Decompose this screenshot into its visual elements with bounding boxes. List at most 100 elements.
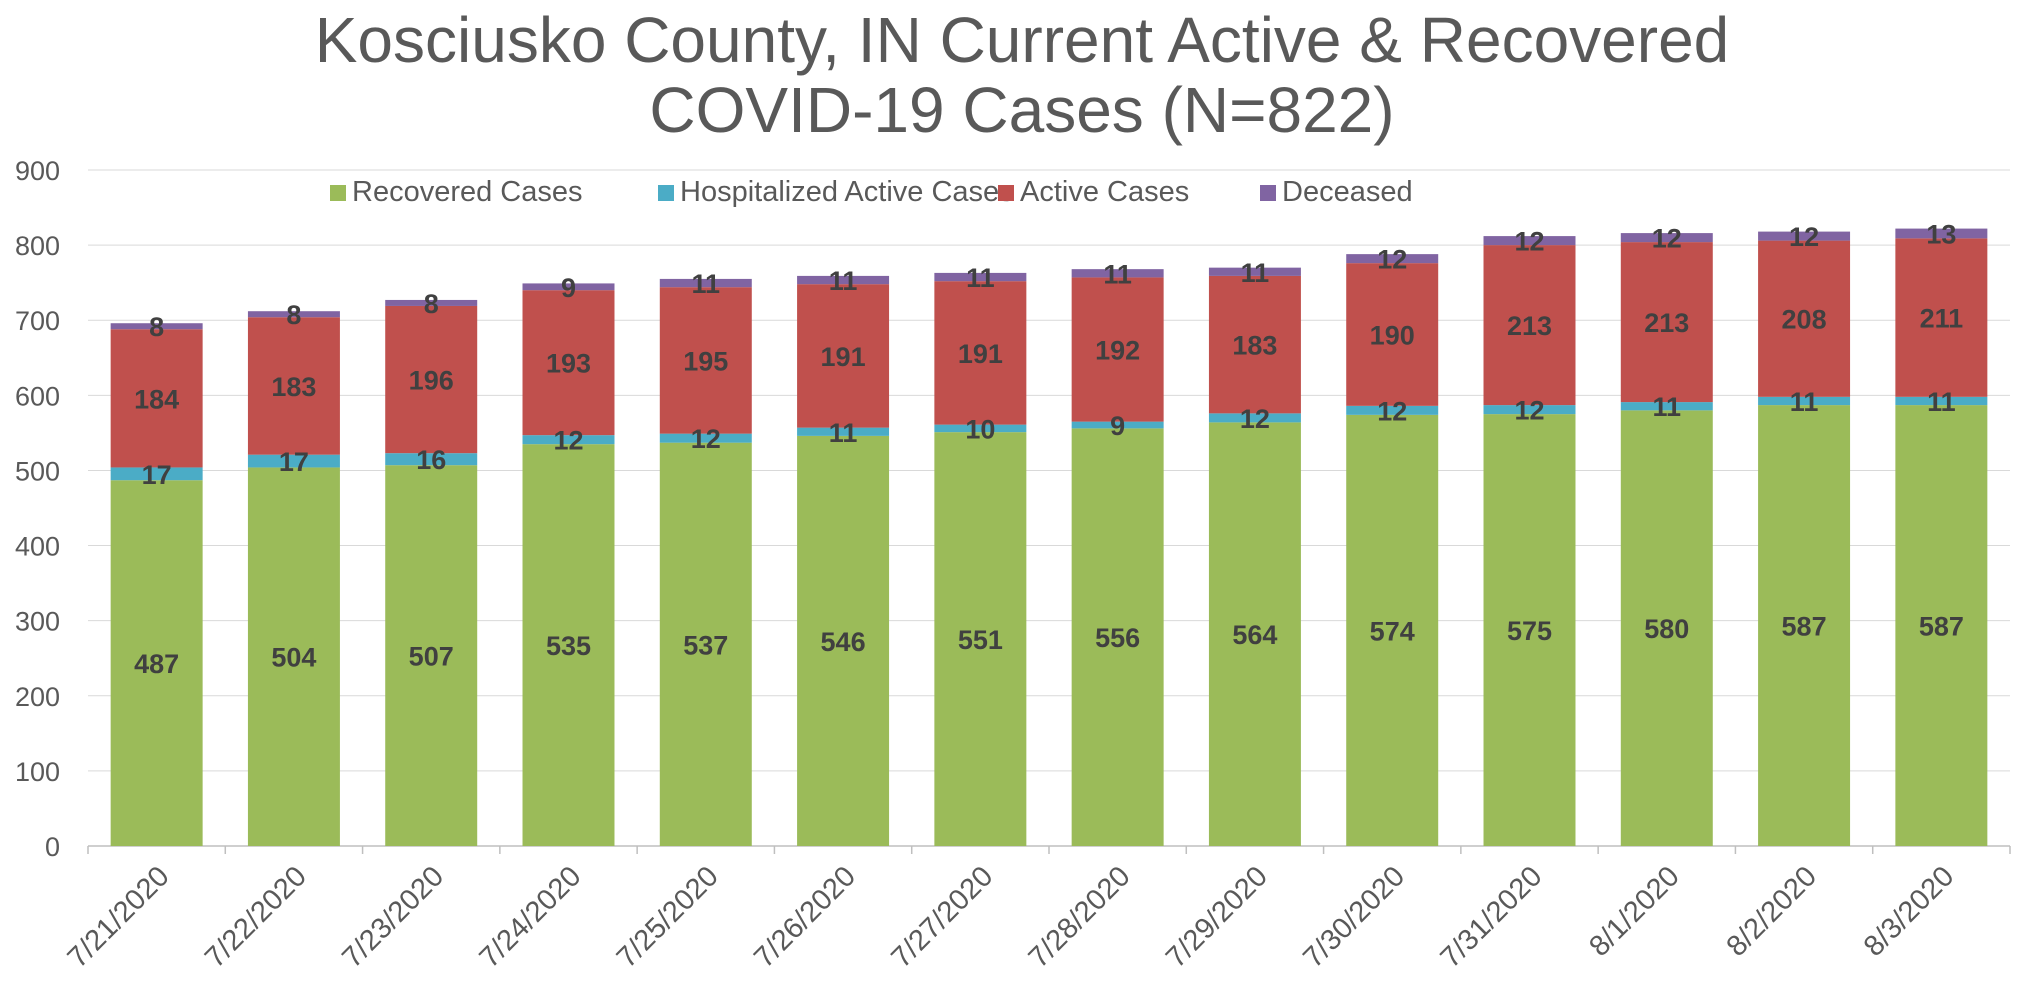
data-label: 213 bbox=[1507, 311, 1552, 341]
bar-segment-1 bbox=[385, 465, 478, 846]
legend-swatch bbox=[1260, 185, 1276, 201]
data-label: 196 bbox=[409, 366, 454, 396]
data-label: 11 bbox=[1241, 258, 1270, 288]
data-label: 191 bbox=[821, 342, 866, 372]
bar-segment-1 bbox=[1208, 422, 1301, 846]
bar-segment-4 bbox=[1071, 269, 1164, 278]
bar-segment-4 bbox=[247, 311, 340, 318]
legend-swatch bbox=[330, 185, 346, 201]
bar-segment-3 bbox=[797, 284, 890, 428]
legend-label: Deceased bbox=[1282, 176, 1413, 208]
data-label: 191 bbox=[958, 339, 1003, 369]
data-label: 213 bbox=[1644, 308, 1689, 338]
x-tick-label: 7/27/2020 bbox=[885, 860, 999, 974]
x-tick-label: 7/28/2020 bbox=[1023, 860, 1137, 974]
y-tick-label: 700 bbox=[15, 306, 60, 336]
bar-segment-2 bbox=[797, 427, 890, 436]
x-tick-label: 7/23/2020 bbox=[336, 860, 450, 974]
legend-swatch bbox=[658, 185, 674, 201]
x-tick-label: 7/21/2020 bbox=[62, 860, 176, 974]
bar-segment-3 bbox=[110, 329, 203, 468]
y-tick-label: 100 bbox=[15, 757, 60, 787]
x-tick-label: 7/22/2020 bbox=[199, 860, 313, 974]
bar-segment-1 bbox=[1895, 405, 1988, 846]
x-tick-label: 7/31/2020 bbox=[1435, 860, 1549, 974]
data-label: 535 bbox=[546, 631, 591, 661]
data-label: 192 bbox=[1095, 336, 1140, 366]
data-label: 11 bbox=[692, 269, 721, 299]
data-label: 507 bbox=[409, 642, 454, 672]
data-label: 12 bbox=[1377, 396, 1407, 426]
x-tick-label: 8/2/2020 bbox=[1721, 860, 1823, 962]
data-label: 12 bbox=[1377, 245, 1407, 275]
data-label: 10 bbox=[965, 414, 995, 444]
bar-segment-2 bbox=[247, 454, 340, 468]
bar-segment-4 bbox=[797, 275, 890, 285]
legend-label: Hospitalized Active Cases bbox=[680, 176, 1014, 208]
x-tick-label: 7/24/2020 bbox=[474, 860, 588, 974]
bar-segment-4 bbox=[110, 323, 203, 330]
bar-segment-1 bbox=[522, 444, 615, 846]
bar-segment-4 bbox=[1895, 228, 1988, 239]
y-tick-label: 900 bbox=[15, 156, 60, 186]
bar-segment-2 bbox=[1346, 405, 1439, 415]
bar-segment-1 bbox=[797, 435, 890, 846]
data-label: 11 bbox=[1653, 392, 1682, 422]
gridlines bbox=[88, 169, 2010, 847]
data-label: 13 bbox=[1926, 219, 1956, 249]
y-tick-label: 600 bbox=[15, 381, 60, 411]
data-label: 17 bbox=[279, 447, 309, 477]
data-label: 195 bbox=[683, 346, 728, 376]
data-label: 17 bbox=[142, 460, 172, 490]
data-label: 211 bbox=[1920, 304, 1964, 334]
y-tick-label: 0 bbox=[45, 832, 60, 862]
data-label: 11 bbox=[1790, 387, 1819, 417]
bar-segment-1 bbox=[110, 480, 203, 846]
bar-segment-1 bbox=[1483, 414, 1576, 846]
bar-segment-1 bbox=[247, 467, 340, 846]
bar-segment-3 bbox=[659, 287, 752, 434]
bar-segment-2 bbox=[1208, 413, 1301, 423]
bar-segment-1 bbox=[659, 442, 752, 846]
legend-label: Recovered Cases bbox=[352, 176, 583, 208]
bar-segment-2 bbox=[1483, 405, 1576, 415]
data-label: 587 bbox=[1782, 612, 1827, 642]
bar-segment-1 bbox=[1758, 405, 1851, 846]
data-label: 12 bbox=[1789, 222, 1819, 252]
bar-segment-1 bbox=[1346, 414, 1439, 846]
x-tick-label: 7/29/2020 bbox=[1160, 860, 1274, 974]
data-label: 537 bbox=[683, 630, 728, 660]
bar-segment-3 bbox=[1208, 275, 1301, 414]
data-label: 183 bbox=[1232, 331, 1277, 361]
data-label: 12 bbox=[1652, 224, 1682, 254]
data-label: 556 bbox=[1095, 623, 1140, 653]
bar-segment-2 bbox=[1071, 421, 1164, 429]
y-axis-ticks: 0 100 200 300 400 500 600 700 800 900 bbox=[15, 156, 60, 862]
y-tick-label: 500 bbox=[15, 456, 60, 486]
y-tick-label: 400 bbox=[15, 532, 60, 562]
data-labels: 487 17 184 8 504 17 183 8 507 16 196 8 535 12 193 9 537 1… bbox=[134, 219, 1964, 679]
data-label: 11 bbox=[1103, 259, 1132, 289]
data-label: 193 bbox=[546, 349, 591, 379]
data-label: 564 bbox=[1232, 620, 1277, 650]
bar-segment-2 bbox=[1758, 396, 1851, 406]
data-label: 12 bbox=[1240, 404, 1270, 434]
legend: Recovered Cases Hospitalized Active Cases… bbox=[330, 176, 1413, 208]
data-label: 12 bbox=[553, 426, 583, 456]
y-tick-label: 300 bbox=[15, 607, 60, 637]
bar-segment-4 bbox=[934, 272, 1027, 282]
data-label: 9 bbox=[1110, 411, 1125, 441]
bar-segment-4 bbox=[522, 283, 615, 291]
legend-swatch bbox=[998, 185, 1014, 201]
data-label: 12 bbox=[1514, 396, 1544, 426]
data-label: 551 bbox=[958, 625, 1003, 655]
data-label: 190 bbox=[1370, 320, 1415, 350]
bar-segment-3 bbox=[385, 305, 478, 454]
x-tick-label: 7/30/2020 bbox=[1297, 860, 1411, 974]
data-label: 587 bbox=[1919, 612, 1964, 642]
data-label: 9 bbox=[561, 273, 576, 303]
bar-segment-1 bbox=[934, 432, 1027, 846]
bar-segment-2 bbox=[934, 424, 1027, 433]
y-tick-label: 800 bbox=[15, 231, 60, 261]
data-label: 12 bbox=[1514, 227, 1544, 257]
